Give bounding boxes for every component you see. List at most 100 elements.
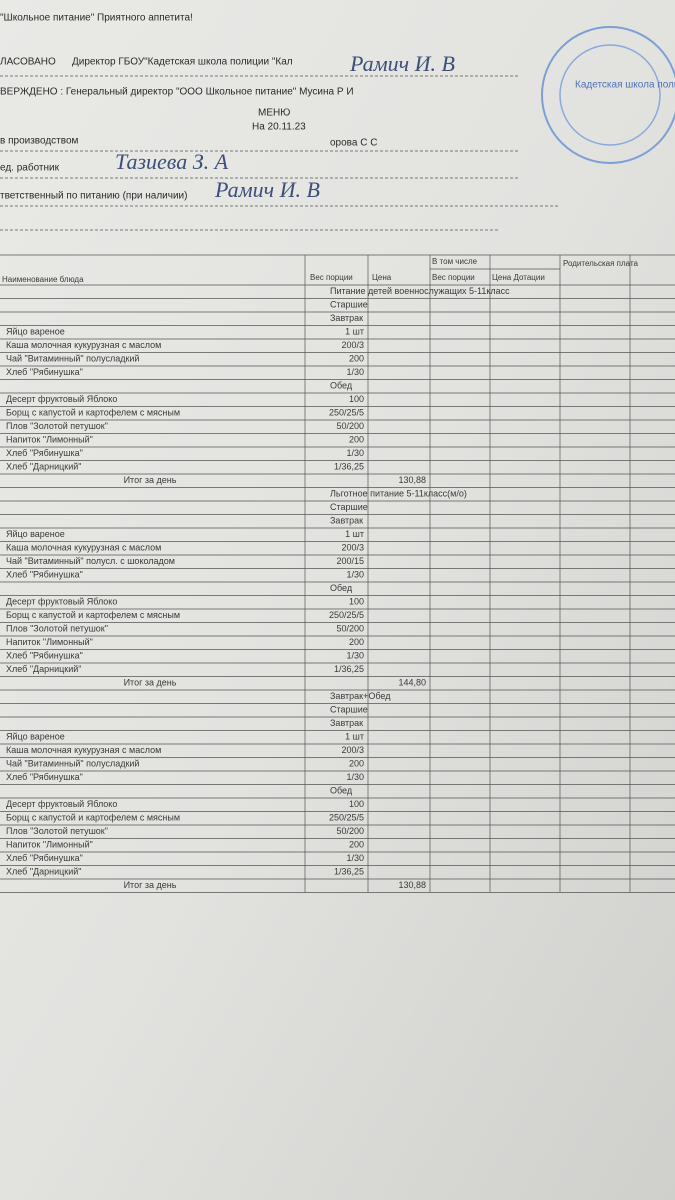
total-price: 130,88 bbox=[398, 880, 426, 890]
menu-table: Наименование блюда Вес порции Цена В том чи… bbox=[0, 254, 675, 893]
portion: 100 bbox=[349, 597, 364, 607]
section-label: Обед bbox=[330, 381, 353, 391]
dish-name: Борщ с капустой и картофелем с мясным bbox=[6, 813, 180, 823]
portion: 1/30 bbox=[346, 853, 364, 863]
dish-name: Чай "Витаминный" полусл. с шоколадом bbox=[6, 556, 175, 566]
dish-name: Яйцо вареное bbox=[6, 529, 65, 539]
dish-name: Борщ с капустой и картофелем с мясным bbox=[6, 610, 180, 620]
section-label: Старшие bbox=[330, 705, 368, 715]
section-label: Льготное питание 5-11класс(м/о) bbox=[330, 489, 467, 499]
portion: 1/30 bbox=[346, 367, 364, 377]
column-header: Вес порции bbox=[432, 273, 475, 282]
dish-name: Яйцо вареное bbox=[6, 327, 65, 337]
portion: 200/3 bbox=[341, 745, 364, 755]
portion: 200 bbox=[349, 759, 364, 769]
portion: 200/15 bbox=[336, 556, 364, 566]
dish-name: Хлеб "Рябинушка" bbox=[6, 853, 83, 863]
portion: 1/30 bbox=[346, 570, 364, 580]
signature: Рамич И. В bbox=[214, 177, 320, 202]
confirmed: ВЕРЖДЕНО : Генеральный директор "ООО Шко… bbox=[0, 87, 354, 98]
section-label: Завтрак bbox=[330, 718, 363, 728]
dish-name: Хлеб "Дарницкий" bbox=[6, 462, 81, 472]
dish-name: Каша молочная кукурузная с маслом bbox=[6, 745, 161, 755]
dish-name: Хлеб "Рябинушка" bbox=[6, 448, 83, 458]
dish-name: Десерт фруктовый Яблоко bbox=[6, 799, 117, 809]
slogan: "Школьное питание" Приятного аппетита! bbox=[0, 13, 193, 24]
signature: Тазиева З. А bbox=[115, 149, 229, 174]
section-label: Завтрак bbox=[330, 313, 363, 323]
production-name: орова С С bbox=[330, 138, 377, 149]
signature: Рамич И. В bbox=[349, 51, 455, 76]
section-label: Питание детей военнослужащих 5-11класс bbox=[330, 286, 510, 296]
column-header: Вес порции bbox=[310, 273, 353, 282]
portion: 100 bbox=[349, 799, 364, 809]
dish-name: Хлеб "Дарницкий" bbox=[6, 664, 81, 674]
portion: 200 bbox=[349, 435, 364, 445]
portion: 200 bbox=[349, 840, 364, 850]
dish-name: Хлеб "Рябинушка" bbox=[6, 651, 83, 661]
portion: 200 bbox=[349, 354, 364, 364]
column-header: Родительская плата bbox=[563, 259, 639, 268]
approved-label: ЛАСОВАНО bbox=[0, 57, 56, 68]
portion: 100 bbox=[349, 394, 364, 404]
total-label: Итог за день bbox=[124, 880, 177, 890]
stamp: Кадетская школа полиции bbox=[541, 26, 675, 164]
dish-name: Десерт фруктовый Яблоко bbox=[6, 597, 117, 607]
portion: 200/3 bbox=[341, 340, 364, 350]
dish-name: Хлеб "Рябинушка" bbox=[6, 367, 83, 377]
portion: 50/200 bbox=[336, 421, 364, 431]
total-label: Итог за день bbox=[124, 475, 177, 485]
dish-name: Напиток "Лимонный" bbox=[6, 435, 93, 445]
section-label: Завтрак+Обед bbox=[330, 691, 391, 701]
column-header: Цена bbox=[372, 273, 392, 282]
section-label: Обед bbox=[330, 786, 353, 796]
dish-name: Каша молочная кукурузная с маслом bbox=[6, 543, 161, 553]
dish-name: Хлеб "Рябинушка" bbox=[6, 570, 83, 580]
dish-name: Плов "Золотой петушок" bbox=[6, 421, 108, 431]
portion: 1/30 bbox=[346, 448, 364, 458]
portion: 1/30 bbox=[346, 651, 364, 661]
column-header: Цена Дотации bbox=[492, 273, 545, 282]
portion: 250/25/5 bbox=[329, 610, 364, 620]
portion: 250/25/5 bbox=[329, 813, 364, 823]
portion: 1/36,25 bbox=[334, 462, 364, 472]
menu-title: МЕНЮ bbox=[258, 108, 290, 119]
column-header: Наименование блюда bbox=[2, 275, 84, 284]
approved-by: Директор ГБОУ"Кадетская школа полиции "К… bbox=[72, 57, 293, 68]
stamp-text: Кадетская школа полиции bbox=[575, 80, 675, 91]
portion: 200 bbox=[349, 637, 364, 647]
section-label: Завтрак bbox=[330, 516, 363, 526]
section-label: Старшие bbox=[330, 502, 368, 512]
portion: 50/200 bbox=[336, 624, 364, 634]
dish-name: Плов "Золотой петушок" bbox=[6, 826, 108, 836]
worker-label: ед. работник bbox=[0, 162, 60, 174]
portion: 1 шт bbox=[345, 529, 364, 539]
portion: 250/25/5 bbox=[329, 408, 364, 418]
dish-name: Чай "Витаминный" полусладкий bbox=[6, 759, 139, 769]
total-price: 130,88 bbox=[398, 475, 426, 485]
portion: 200/3 bbox=[341, 543, 364, 553]
portion: 1 шт bbox=[345, 732, 364, 742]
portion: 1/30 bbox=[346, 772, 364, 782]
portion: 1/36,25 bbox=[334, 664, 364, 674]
portion: 1/36,25 bbox=[334, 867, 364, 877]
dish-name: Хлеб "Дарницкий" bbox=[6, 867, 81, 877]
dish-name: Плов "Золотой петушок" bbox=[6, 624, 108, 634]
dish-name: Напиток "Лимонный" bbox=[6, 637, 93, 647]
total-price: 144,80 bbox=[398, 678, 426, 688]
total-label: Итог за день bbox=[124, 678, 177, 688]
dish-name: Борщ с капустой и картофелем с мясным bbox=[6, 408, 180, 418]
dish-name: Напиток "Лимонный" bbox=[6, 840, 93, 850]
production-label: в производством bbox=[0, 136, 79, 147]
dish-name: Чай "Витаминный" полусладкий bbox=[6, 354, 139, 364]
portion: 1 шт bbox=[345, 327, 364, 337]
dish-name: Хлеб "Рябинушка" bbox=[6, 772, 83, 782]
date: На 20.11.23 bbox=[252, 122, 306, 133]
section-label: Старшие bbox=[330, 300, 368, 310]
portion: 50/200 bbox=[336, 826, 364, 836]
dish-name: Яйцо вареное bbox=[6, 732, 65, 742]
dish-name: Десерт фруктовый Яблоко bbox=[6, 394, 117, 404]
dish-name: Каша молочная кукурузная с маслом bbox=[6, 340, 161, 350]
